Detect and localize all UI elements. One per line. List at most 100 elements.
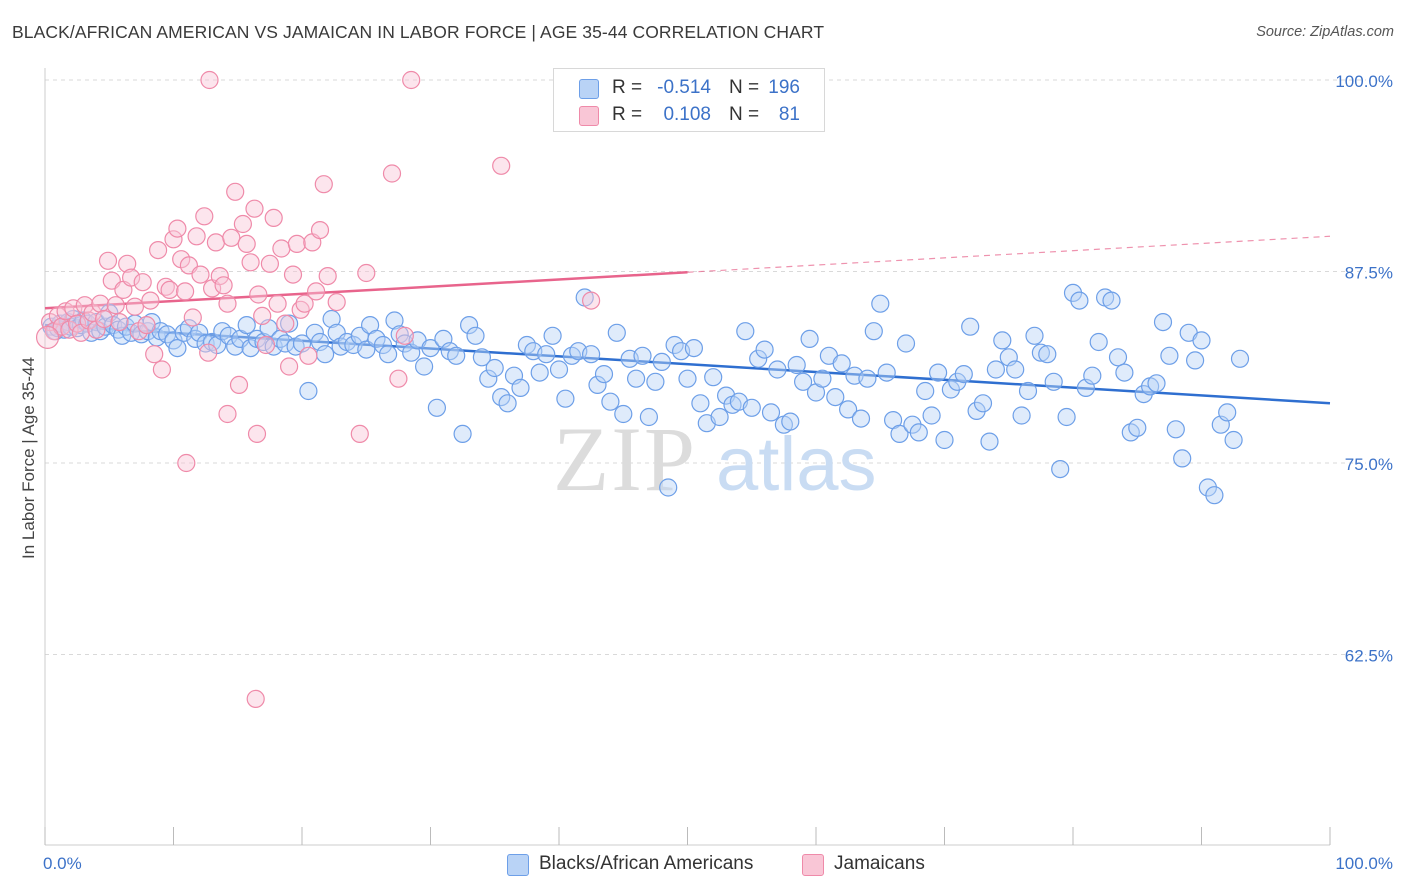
point-jamaicans — [295, 294, 314, 313]
point-blacks — [427, 398, 446, 417]
point-blacks — [1128, 418, 1147, 437]
point-blacks — [922, 406, 941, 425]
point-jamaicans — [168, 219, 187, 238]
point-jamaicans — [195, 207, 214, 226]
point-jamaicans — [98, 251, 118, 270]
point-jamaicans — [75, 296, 94, 315]
point-blacks — [1230, 349, 1250, 368]
point-blacks — [1044, 372, 1063, 391]
point-blacks — [896, 334, 916, 353]
point-jamaicans — [110, 313, 129, 332]
point-blacks — [1173, 449, 1192, 468]
point-jamaicans — [133, 273, 152, 292]
point-blacks — [549, 360, 569, 379]
point-blacks — [678, 369, 697, 388]
point-jamaicans — [264, 208, 283, 227]
point-blacks — [1006, 360, 1025, 379]
point-jamaicans — [245, 199, 264, 218]
legend-n-value: 81 — [778, 104, 800, 125]
point-blacks — [1057, 407, 1076, 427]
point-jamaicans — [357, 263, 376, 283]
point-blacks — [652, 352, 671, 371]
point-blacks — [755, 340, 774, 359]
legend-swatch-pink — [579, 106, 599, 126]
point-blacks — [485, 358, 504, 378]
point-blacks — [986, 360, 1006, 379]
point-jamaicans — [260, 254, 279, 273]
y-tick-label: 62.5% — [1345, 647, 1393, 666]
point-blacks — [838, 400, 858, 419]
point-blacks — [385, 311, 404, 330]
legend-row-blacks: R = -0.514 N = 196 — [554, 75, 824, 101]
point-blacks — [447, 346, 466, 365]
point-jamaicans — [253, 306, 272, 325]
point-jamaicans — [395, 326, 414, 345]
point-blacks — [373, 335, 393, 355]
data-points — [35, 70, 1250, 709]
y-tick-label: 75.0% — [1345, 455, 1393, 474]
point-jamaicans — [382, 164, 402, 183]
point-jamaicans — [241, 253, 260, 272]
legend-box: R = -0.514 N = 196 R = 0.108 N = 81 — [553, 68, 825, 132]
point-jamaicans — [64, 299, 83, 318]
point-blacks — [832, 354, 851, 373]
point-jamaicans — [247, 424, 267, 443]
point-jamaicans — [237, 234, 256, 253]
point-blacks — [237, 316, 256, 335]
point-jamaicans — [141, 291, 160, 310]
point-blacks — [466, 326, 485, 345]
point-blacks — [813, 369, 832, 388]
point-blacks — [871, 294, 890, 313]
point-jamaicans — [246, 689, 265, 709]
point-blacks — [890, 424, 909, 443]
point-blacks — [800, 329, 819, 348]
point-blacks — [877, 363, 896, 382]
legend-row-jamaicans: R = 0.108 N = 81 — [554, 102, 824, 128]
trend-lines — [44, 235, 1331, 405]
point-jamaicans — [149, 241, 168, 260]
point-jamaicans — [206, 233, 225, 252]
point-blacks — [614, 404, 633, 424]
point-blacks — [1160, 346, 1179, 365]
point-blacks — [1166, 420, 1185, 439]
point-blacks — [1192, 331, 1211, 350]
point-blacks — [379, 345, 398, 364]
point-jamaicans — [314, 175, 333, 194]
point-blacks — [511, 378, 530, 397]
watermark: ZIP atlas — [553, 408, 877, 510]
point-jamaicans — [402, 70, 421, 90]
point-jamaicans — [350, 424, 369, 443]
point-blacks — [710, 407, 729, 427]
point-jamaicans — [287, 234, 306, 253]
point-blacks — [749, 349, 768, 368]
point-jamaicans — [327, 293, 346, 312]
point-jamaicans — [492, 156, 511, 175]
point-jamaicans — [229, 375, 249, 394]
point-jamaicans — [191, 265, 210, 284]
point-jamaicans — [233, 214, 252, 234]
legend-r-value: -0.514 — [657, 77, 711, 98]
point-blacks — [179, 319, 198, 338]
point-jamaicans — [176, 282, 195, 301]
point-jamaicans — [145, 345, 164, 364]
point-blacks — [1224, 430, 1243, 450]
point-jamaicans — [276, 314, 295, 333]
point-blacks — [581, 345, 601, 364]
point-blacks — [1153, 313, 1173, 332]
point-jamaicans — [581, 291, 601, 310]
legend-n-value: 196 — [768, 77, 800, 98]
point-blacks — [646, 372, 665, 391]
point-jamaicans — [256, 335, 276, 355]
point-blacks — [190, 323, 209, 342]
point-jamaicans — [35, 325, 60, 349]
point-blacks — [1018, 381, 1038, 401]
point-blacks — [909, 423, 928, 442]
point-blacks — [543, 326, 562, 345]
point-jamaicans — [214, 276, 233, 295]
point-blacks — [1031, 343, 1051, 362]
point-blacks — [1070, 291, 1089, 310]
point-blacks — [967, 401, 986, 420]
point-blacks — [781, 412, 800, 431]
legend-r-label: R = — [612, 77, 643, 98]
